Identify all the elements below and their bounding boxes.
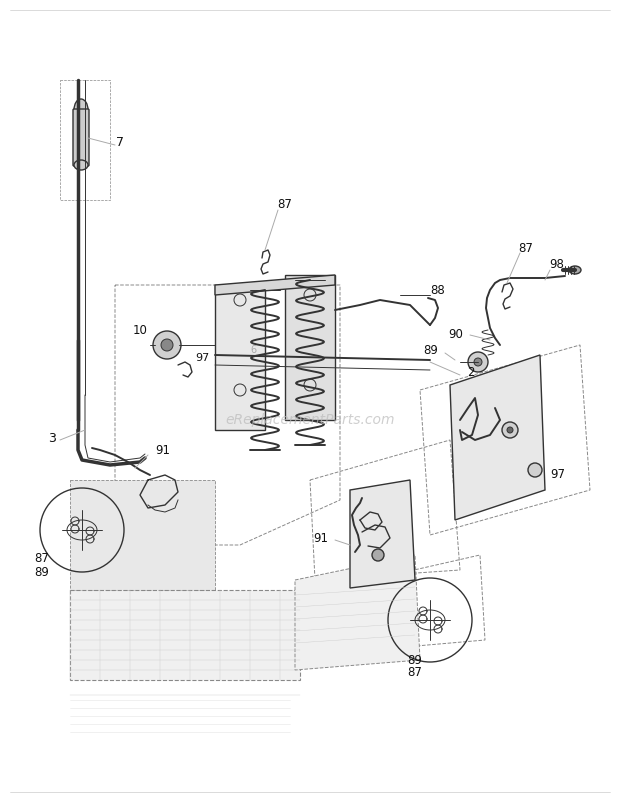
Text: 10: 10 [133,323,148,337]
Circle shape [502,422,518,438]
Polygon shape [70,480,215,590]
Polygon shape [215,285,265,430]
Text: 2: 2 [467,367,474,379]
Text: 87: 87 [35,552,50,565]
Text: 97: 97 [550,468,565,481]
Circle shape [468,352,488,372]
Polygon shape [215,275,335,295]
Text: 88: 88 [430,283,445,297]
Ellipse shape [74,99,88,121]
Text: 98: 98 [549,258,564,272]
Circle shape [507,427,513,433]
Ellipse shape [74,160,88,170]
Text: 87: 87 [518,241,533,254]
Text: 97: 97 [195,353,210,363]
Text: 3: 3 [48,431,56,444]
Text: 91: 91 [313,532,328,545]
Polygon shape [285,275,335,420]
Text: 87: 87 [278,199,293,212]
Text: 89: 89 [407,654,422,666]
Polygon shape [70,590,300,680]
Circle shape [528,463,542,477]
Circle shape [161,339,173,351]
FancyBboxPatch shape [73,109,89,166]
Circle shape [474,358,482,366]
Text: 89: 89 [35,565,50,578]
Polygon shape [295,555,420,670]
Ellipse shape [569,266,581,274]
Text: 90: 90 [448,329,463,342]
Text: 6: 6 [250,345,256,355]
Polygon shape [350,480,415,588]
Polygon shape [450,355,545,520]
Circle shape [372,549,384,561]
Circle shape [153,331,181,359]
Text: 91: 91 [155,444,170,456]
Text: 89: 89 [423,343,438,357]
Text: 7: 7 [116,136,124,149]
Text: 87: 87 [407,666,422,679]
Text: eReplacementParts.com: eReplacementParts.com [225,413,395,427]
